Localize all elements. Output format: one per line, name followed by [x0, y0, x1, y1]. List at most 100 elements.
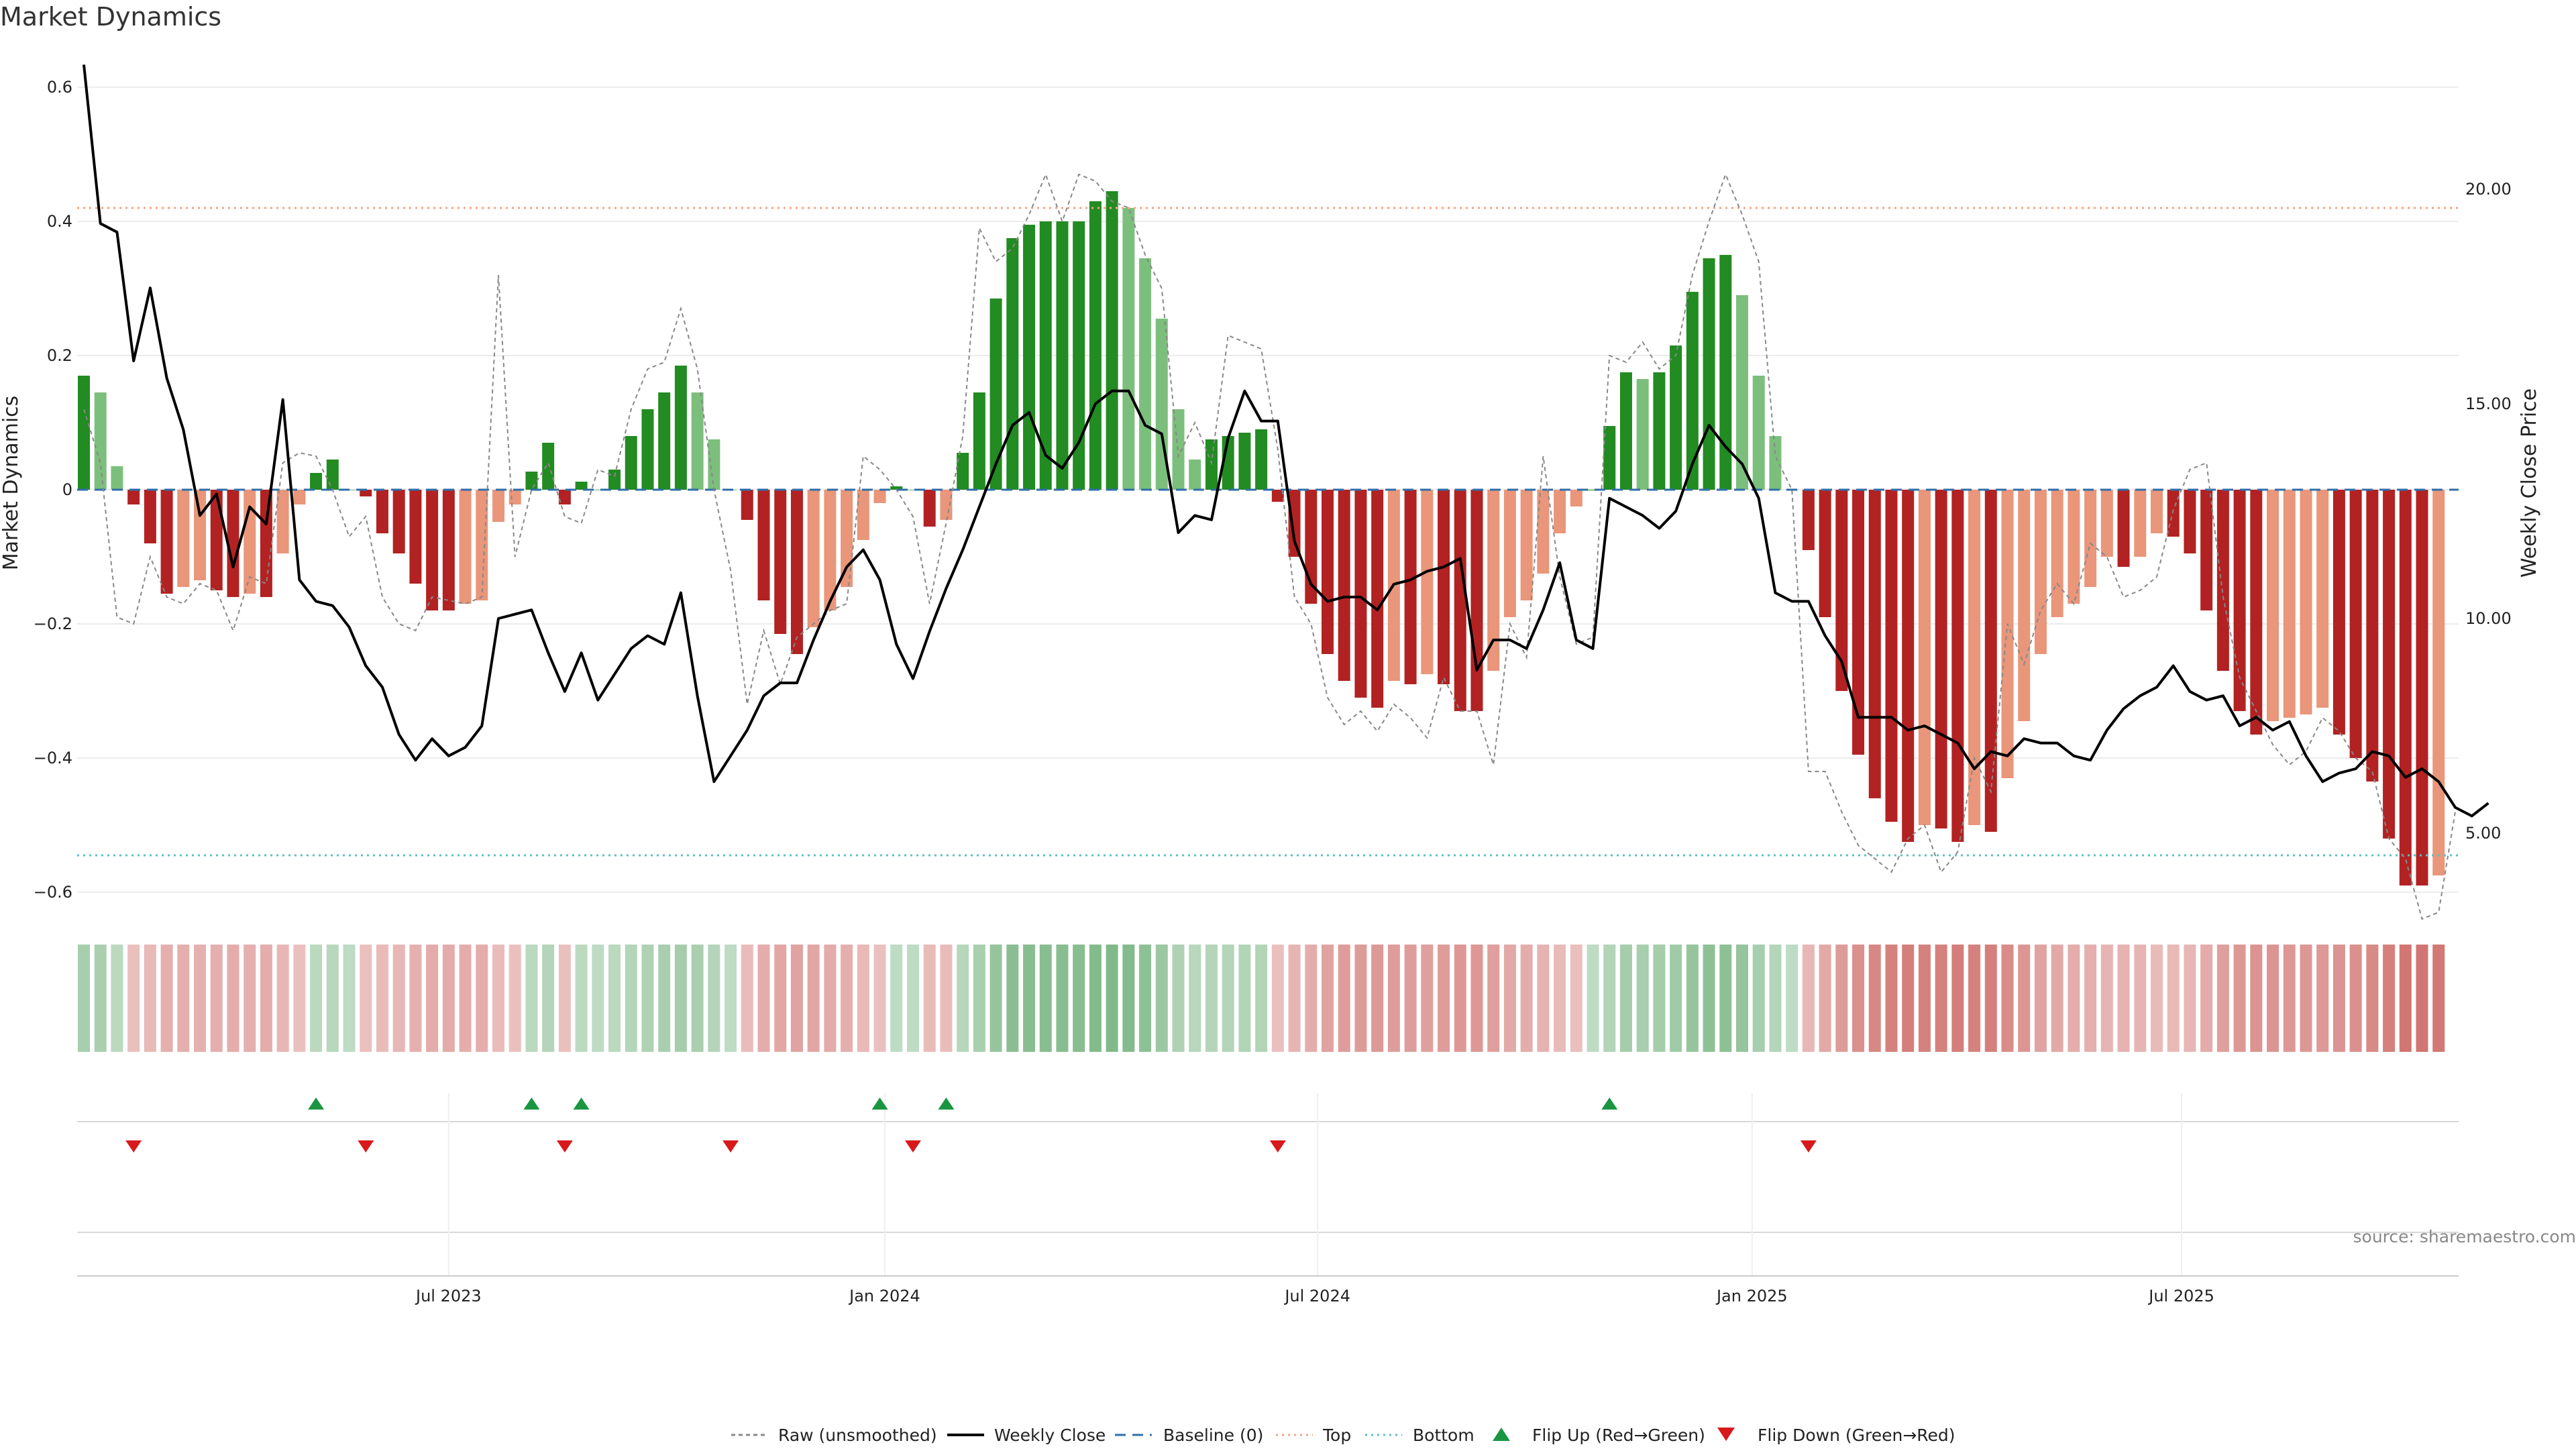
trend-cell [1322, 945, 1334, 1052]
trend-cell [94, 945, 107, 1052]
weekly-bar [625, 436, 637, 490]
left-tick-label: 0.2 [47, 346, 72, 365]
trend-cell [1189, 945, 1201, 1052]
trend-cell [2068, 945, 2080, 1052]
trend-cell [1802, 945, 1815, 1052]
weekly-bar [194, 490, 207, 580]
trend-cell [360, 945, 372, 1052]
left-axis-label: Market Dynamics [0, 396, 23, 571]
trend-cell [1752, 945, 1765, 1052]
weekly-bar [741, 490, 753, 520]
weekly-bar [1238, 433, 1251, 490]
trend-cell [691, 945, 704, 1052]
flip-down-marker [556, 1140, 573, 1152]
trend-cell [1835, 945, 1848, 1052]
bars-layer [78, 191, 2445, 885]
weekly-bar [1736, 295, 1748, 490]
trend-cell [2416, 945, 2428, 1052]
right-axis-ticks: 20.00 15.00 10.00 5.00 [2465, 180, 2512, 843]
weekly-bar [1172, 409, 1185, 490]
weekly-bar [2051, 490, 2063, 617]
weekly-bar [1006, 238, 1019, 490]
flip-up-marker [573, 1097, 590, 1110]
trend-cell [658, 945, 671, 1052]
weekly-bar [525, 472, 538, 490]
trend-cell [1271, 945, 1284, 1052]
weekly-bar [2200, 490, 2213, 610]
trend-cell [343, 945, 356, 1052]
legend-raw: Raw (unsmoothed) [731, 1426, 937, 1445]
weekly-bar [2366, 490, 2379, 782]
trend-cell [1686, 945, 1699, 1052]
trend-cell [1073, 945, 1085, 1052]
legend-flip-up-label: Flip Up (Red→Green) [1532, 1426, 1705, 1445]
trend-cell [1106, 945, 1118, 1052]
trend-cell [1205, 945, 1218, 1052]
weekly-bar [1454, 490, 1466, 711]
trend-cell [2117, 945, 2130, 1052]
weekly-bar [973, 392, 985, 490]
weekly-bar [542, 443, 555, 490]
trend-cell [1404, 945, 1417, 1052]
trend-cell [1089, 945, 1102, 1052]
trend-cell [2001, 945, 2014, 1052]
trend-cell [1421, 945, 1434, 1052]
trend-cell [177, 945, 190, 1052]
trend-cell [1487, 945, 1500, 1052]
trend-cell [492, 945, 504, 1052]
trend-cell [2018, 945, 2031, 1052]
trend-cell [957, 945, 969, 1052]
trend-cell [326, 945, 339, 1052]
weekly-bar [575, 482, 588, 490]
weekly-bar [260, 490, 272, 597]
weekly-bar [2134, 490, 2147, 557]
weekly-bar [641, 409, 654, 490]
trend-cell [1139, 945, 1152, 1052]
trend-cell [2366, 945, 2379, 1052]
weekly-bar [1819, 490, 1831, 617]
weekly-bar [459, 490, 472, 604]
trend-cell [2383, 945, 2396, 1052]
trend-cell [1056, 945, 1069, 1052]
right-tick-label: 10.00 [2465, 609, 2512, 628]
flip-down-marker [905, 1140, 921, 1152]
trend-cell [244, 945, 256, 1052]
weekly-bar [1951, 490, 1964, 842]
weekly-bar [674, 366, 687, 490]
trend-cell [1387, 945, 1400, 1052]
legend: Raw (unsmoothed) Weekly Close Baseline (… [731, 1426, 1955, 1445]
weekly-bar [1603, 426, 1616, 490]
right-tick-label: 20.00 [2465, 180, 2512, 199]
trend-cell [1155, 945, 1168, 1052]
trend-cell [774, 945, 787, 1052]
weekly-bar [1139, 258, 1152, 490]
trend-cell [558, 945, 571, 1052]
trend-cell [78, 945, 90, 1052]
weekly-bar [923, 490, 936, 527]
trend-cell [1238, 945, 1251, 1052]
trend-cell [227, 945, 239, 1052]
weekly-bar [442, 490, 455, 610]
legend-top: Top [1276, 1426, 1351, 1445]
trend-cell [1354, 945, 1367, 1052]
trend-cell [1984, 945, 1997, 1052]
legend-top-label: Top [1322, 1426, 1351, 1445]
flip-up-icon [1493, 1428, 1510, 1441]
left-tick-label: −0.2 [34, 614, 72, 633]
weekly-bar [2167, 490, 2180, 537]
trend-cell [873, 945, 886, 1052]
trend-cell [1935, 945, 1947, 1052]
trend-cell [1305, 945, 1318, 1052]
trend-cell [1619, 945, 1632, 1052]
weekly-bar [1935, 490, 1947, 828]
weekly-bar [2332, 490, 2345, 735]
weekly-bar [1322, 490, 1334, 654]
flip-down-icon [1717, 1428, 1735, 1441]
weekly-bar [392, 490, 405, 553]
weekly-bar [1885, 490, 1898, 822]
trend-cell [442, 945, 455, 1052]
weekly-bar [1619, 372, 1632, 490]
grid-flip [77, 1093, 2459, 1276]
flip-up-marker [308, 1097, 325, 1110]
